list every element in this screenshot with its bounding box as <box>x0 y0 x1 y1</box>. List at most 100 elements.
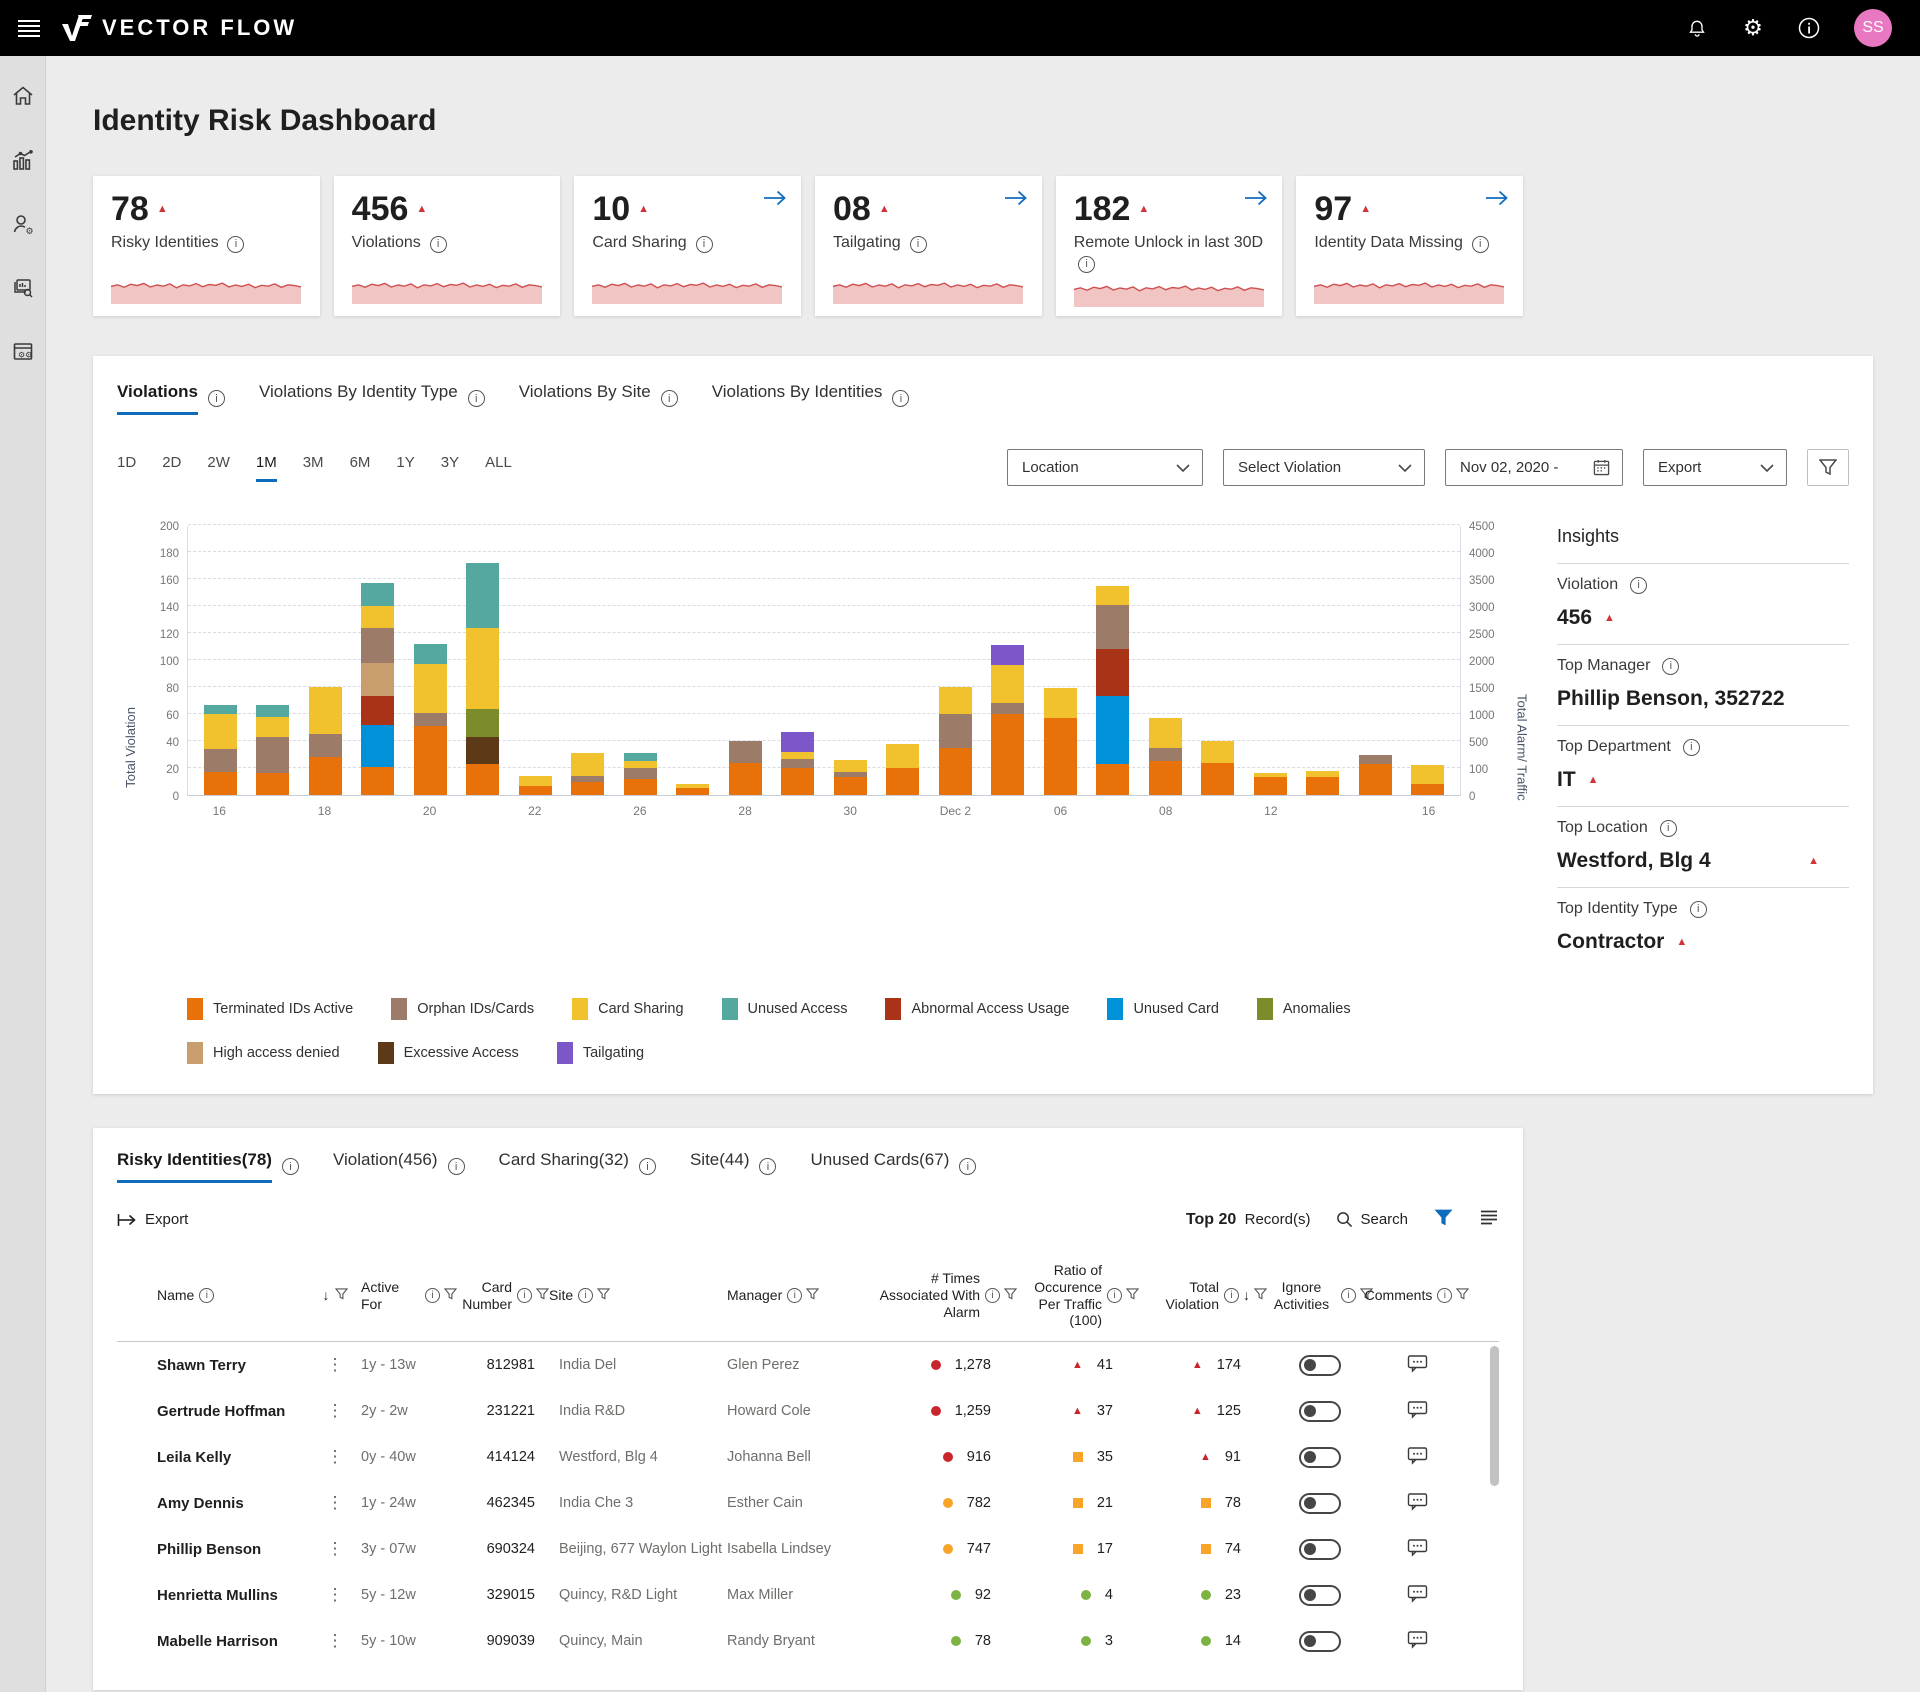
table-row-leila-kelly[interactable]: Leila Kelly ⋮ 0y - 40w 414124 Westford, Blg … <box>117 1434 1485 1480</box>
chart-bar-segment[interactable] <box>1358 763 1392 795</box>
chart-bar-segment[interactable] <box>781 751 815 759</box>
time-range-1m[interactable]: 1M <box>255 454 277 482</box>
chart-bar-segment[interactable] <box>361 724 395 767</box>
chart-bar-dec-14[interactable] <box>1358 754 1392 795</box>
kpi-link-arrow[interactable] <box>1485 190 1509 211</box>
sidebar-item-reports-icon[interactable] <box>11 276 35 300</box>
row-kebab-menu-icon[interactable]: ⋮ <box>326 1355 344 1375</box>
info-icon[interactable]: i <box>892 390 910 407</box>
info-icon[interactable]: i <box>985 1288 1000 1304</box>
chart-bar-segment[interactable] <box>203 714 237 750</box>
info-icon[interactable]: i <box>1437 1288 1453 1304</box>
chart-bar-segment[interactable] <box>1306 770 1340 778</box>
chart-bar-dec-12[interactable] <box>1253 773 1287 795</box>
filter-funnel-icon[interactable] <box>596 1288 611 1300</box>
chart-bar-segment[interactable] <box>1411 784 1445 795</box>
chart-bar-segment[interactable] <box>466 763 500 795</box>
chart-bar-segment[interactable] <box>256 704 290 717</box>
chart-bar-segment[interactable] <box>308 757 342 795</box>
chart-bar-segment[interactable] <box>308 687 342 735</box>
chart-bar-segment[interactable] <box>886 768 920 795</box>
chart-bar-segment[interactable] <box>938 747 972 795</box>
table-row-henrietta-mullins[interactable]: Henrietta Mullins ⋮ 5y - 12w 329015 Quincy, … <box>117 1572 1485 1618</box>
chart-bar-segment[interactable] <box>571 776 605 782</box>
info-icon[interactable]: i <box>909 236 927 254</box>
chart-filter-button[interactable] <box>1807 449 1849 486</box>
tab-violation-456-[interactable]: Violation(456) i <box>333 1150 465 1183</box>
chart-bar-segment[interactable] <box>361 627 395 663</box>
kpi-link-arrow[interactable] <box>763 190 787 211</box>
chart-bar-segment[interactable] <box>886 743 920 768</box>
info-icon[interactable]: i <box>759 1158 777 1175</box>
chart-bar-segment[interactable] <box>623 778 657 795</box>
comment-button[interactable] <box>1407 1630 1428 1653</box>
chart-bar-segment[interactable] <box>413 664 447 713</box>
chart-bar-nov-28[interactable] <box>728 741 762 795</box>
filter-funnel-icon[interactable] <box>1125 1288 1140 1300</box>
chart-bar-segment[interactable] <box>833 772 867 778</box>
info-icon[interactable]: i <box>199 1288 215 1304</box>
table-row-phillip-benson[interactable]: Phillip Benson ⋮ 3y - 07w 690324 Beijing, 67… <box>117 1526 1485 1572</box>
chart-bar-segment[interactable] <box>308 734 342 758</box>
chart-bar-segment[interactable] <box>518 776 552 786</box>
comment-button[interactable] <box>1407 1354 1428 1377</box>
row-kebab-menu-icon[interactable]: ⋮ <box>326 1447 344 1467</box>
info-icon[interactable]: i <box>1078 256 1096 274</box>
chart-bar-segment[interactable] <box>1411 765 1445 785</box>
time-range-2d[interactable]: 2D <box>162 453 182 471</box>
filter-funnel-icon[interactable] <box>334 1288 348 1300</box>
chart-bar-segment[interactable] <box>728 741 762 763</box>
chart-bar-nov-22[interactable] <box>518 776 552 795</box>
filter-funnel-icon[interactable] <box>1253 1288 1268 1300</box>
info-icon[interactable]: i <box>578 1288 594 1304</box>
chart-bar-nov-21[interactable] <box>466 562 500 795</box>
chart-bar-dec-2[interactable] <box>938 687 972 795</box>
chart-bar-nov-23[interactable] <box>571 753 605 795</box>
ignore-activities-toggle[interactable] <box>1299 1584 1341 1606</box>
sidebar-item-home-icon[interactable] <box>11 84 35 108</box>
chart-bar-segment[interactable] <box>466 562 500 628</box>
chart-bar-nov-26[interactable] <box>623 753 657 795</box>
info-icon[interactable]: i <box>227 236 245 254</box>
comment-button[interactable] <box>1407 1400 1428 1423</box>
chart-bar-dec-6[interactable] <box>1043 688 1077 795</box>
time-range-3m[interactable]: 3M <box>302 453 324 471</box>
chart-bar-segment[interactable] <box>361 662 395 697</box>
info-icon[interactable]: i <box>425 1288 440 1304</box>
tab-unused-cards-67-[interactable]: Unused Cards(67) i <box>810 1150 977 1183</box>
ignore-activities-toggle[interactable] <box>1299 1354 1341 1376</box>
chart-bar-segment[interactable] <box>571 753 605 777</box>
chart-bar-segment[interactable] <box>466 736 500 764</box>
kpi-link-arrow[interactable] <box>1004 190 1028 211</box>
info-icon[interactable]: i <box>281 1158 299 1175</box>
chart-bar-nov-30[interactable] <box>833 759 867 795</box>
info-icon[interactable]: i <box>1630 576 1648 594</box>
comment-button[interactable] <box>1407 1492 1428 1515</box>
tab-risky-identities-78-[interactable]: Risky Identities(78) i <box>117 1150 299 1183</box>
chart-bar-dec-9[interactable] <box>1201 741 1235 795</box>
info-icon[interactable]: i <box>695 236 713 254</box>
chart-bar-nov-17[interactable] <box>256 704 290 795</box>
info-icon[interactable]: i <box>1224 1288 1239 1304</box>
time-range-1y[interactable]: 1Y <box>396 453 415 471</box>
time-range-1d[interactable]: 1D <box>117 453 137 471</box>
chart-bar-segment[interactable] <box>1148 718 1182 748</box>
comment-button[interactable] <box>1407 1538 1428 1561</box>
info-icon[interactable]: i <box>638 1158 656 1175</box>
chart-bar-dec-7[interactable] <box>1096 585 1130 795</box>
chart-bar-segment[interactable] <box>466 708 500 737</box>
table-row-mabelle-harrison[interactable]: Mabelle Harrison ⋮ 5y - 10w 909039 Quincy, M… <box>117 1618 1485 1664</box>
row-kebab-menu-icon[interactable]: ⋮ <box>326 1539 344 1559</box>
table-row-amy-dennis[interactable]: Amy Dennis ⋮ 1y - 24w 462345 India Che 3 Esth… <box>117 1480 1485 1526</box>
chart-bar-segment[interactable] <box>256 773 290 795</box>
info-icon[interactable]: i <box>1682 738 1700 756</box>
legend-item-unused-card[interactable]: Unused Card <box>1107 998 1219 1020</box>
chart-bar-segment[interactable] <box>1096 649 1130 697</box>
ignore-activities-toggle[interactable] <box>1299 1400 1341 1422</box>
info-icon[interactable]: i <box>1107 1288 1122 1304</box>
chart-bar-segment[interactable] <box>1096 585 1130 605</box>
time-range-6m[interactable]: 6M <box>349 453 371 471</box>
table-search[interactable]: Search <box>1336 1211 1408 1228</box>
chart-bar-segment[interactable] <box>1148 747 1182 762</box>
chart-bar-segment[interactable] <box>991 714 1025 795</box>
